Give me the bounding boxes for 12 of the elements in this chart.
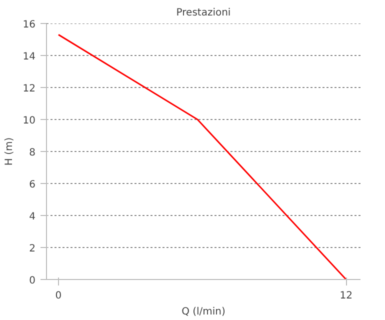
y-tick-label: 6 — [29, 180, 36, 190]
chart-title: Prestazioni — [176, 8, 231, 18]
y-tick-label: 14 — [22, 52, 36, 62]
y-tick-label: 8 — [29, 148, 36, 158]
y-tick-label: 16 — [22, 20, 36, 30]
x-axis-title: Q (l/min) — [182, 306, 226, 318]
y-tick-label: 2 — [29, 244, 36, 254]
y-tick-label: 4 — [29, 212, 36, 222]
y-tick-label: 12 — [22, 84, 36, 94]
y-axis-title: H (m) — [4, 137, 15, 166]
y-tick-label: 0 — [29, 276, 36, 286]
y-tick-label: 10 — [22, 116, 36, 126]
